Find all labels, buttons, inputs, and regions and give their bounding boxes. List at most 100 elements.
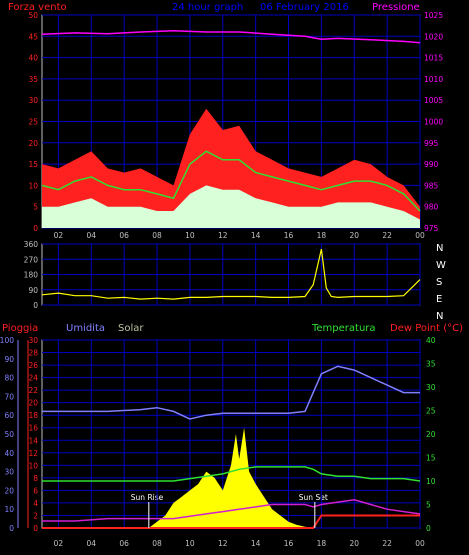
rain-tick-label: 20 (28, 399, 38, 408)
humidity-tick-label: 30 (4, 468, 14, 477)
climate-x-tick-label: 16 (284, 539, 294, 548)
wind-x-tick-label: 22 (382, 231, 392, 240)
wind-tick-label: 10 (28, 181, 38, 190)
pressure-tick-label: 975 (424, 224, 439, 233)
climate-x-tick-label: 20 (349, 539, 359, 548)
rain-tick-label: 22 (28, 386, 38, 395)
wind-tick-label: 15 (28, 160, 38, 169)
pressure-series (41, 30, 421, 44)
wind-average-series (42, 185, 420, 228)
temperature-tick-label: 40 (426, 336, 436, 345)
humidity-tick-label: 70 (4, 392, 14, 401)
pressure-tick-label: 1005 (424, 96, 443, 105)
wind-x-tick-label: 14 (251, 231, 261, 240)
rain-series (42, 514, 420, 529)
wind-x-tick-label: 06 (119, 231, 129, 240)
humidity-tick-label: 50 (4, 430, 14, 439)
humidity-label: Umidita (66, 323, 105, 334)
wind-x-tick-label: 00 (415, 231, 425, 240)
humidity-tick-label: 100 (0, 336, 14, 345)
climate-x-tick-label: 14 (251, 539, 261, 548)
climate-x-tick-label: 22 (382, 539, 392, 548)
pressure-tick-label: 1010 (424, 75, 443, 84)
climate-x-tick-label: 10 (185, 539, 195, 548)
temperature-tick-label: 20 (426, 430, 436, 439)
wind-tick-label: 45 (28, 32, 38, 41)
temperature-tick-label: 10 (426, 477, 436, 486)
compass-label: N (436, 311, 443, 322)
temperature-series (42, 466, 421, 482)
climate-x-tick-label: 18 (317, 539, 327, 548)
wind-x-tick-label: 16 (284, 231, 294, 240)
wind-direction-series (41, 248, 421, 300)
temperature-tick-label: 15 (426, 454, 436, 463)
temperature-label: Temperatura (311, 323, 376, 334)
pressure-tick-label: 985 (424, 181, 439, 190)
rain-tick-label: 0 (33, 524, 38, 533)
pressure-tick-label: 1015 (424, 54, 443, 63)
humidity-tick-label: 10 (4, 505, 14, 514)
humidity-tick-label: 90 (4, 355, 14, 364)
temperature-tick-label: 5 (426, 501, 431, 510)
pressure-tick-label: 995 (424, 139, 439, 148)
temperature-tick-label: 30 (426, 383, 436, 392)
temperature-tick-label: 35 (426, 360, 436, 369)
wind-tick-label: 0 (33, 224, 38, 233)
wind-tick-label: 20 (28, 139, 38, 148)
temperature-tick-label: 25 (426, 407, 436, 416)
wind-x-tick-label: 10 (185, 231, 195, 240)
compass-label: W (436, 260, 446, 271)
wind-tick-label: 25 (28, 118, 38, 127)
climate-x-tick-label: 06 (119, 539, 129, 548)
wind-x-tick-label: 02 (54, 231, 64, 240)
wind-x-tick-label: 04 (87, 231, 97, 240)
wind-tick-label: 50 (28, 11, 38, 20)
climate-x-tick-label: 08 (152, 539, 162, 548)
sunrise-label: Sun Rise (131, 493, 164, 502)
wind-tick-label: 35 (28, 75, 38, 84)
rain-tick-label: 6 (33, 486, 38, 495)
pressure-tick-label: 1020 (424, 32, 443, 41)
wind-x-tick-label: 08 (152, 231, 162, 240)
chart-date: 06 February 2016 (260, 2, 349, 13)
rain-tick-label: 18 (28, 411, 38, 420)
solar-label: Solar (118, 323, 144, 334)
humidity-tick-label: 80 (4, 374, 14, 383)
climate-x-tick-label: 02 (54, 539, 64, 548)
rain-tick-label: 2 (33, 511, 38, 520)
solar-series (148, 427, 314, 528)
direction-tick-label: 360 (24, 240, 39, 249)
wind-gust-average-series (41, 150, 421, 212)
humidity-tick-label: 20 (4, 486, 14, 495)
wind-tick-label: 40 (28, 54, 38, 63)
pressure-label: Pressione (372, 2, 420, 13)
rain-tick-label: 26 (28, 361, 38, 370)
sunset-label: Sun Set (299, 493, 328, 502)
compass-label: S (436, 277, 442, 288)
rain-tick-label: 12 (28, 449, 38, 458)
pressure-tick-label: 1025 (424, 11, 443, 20)
humidity-series (42, 365, 420, 420)
climate-x-tick-label: 00 (415, 539, 425, 548)
climate-x-tick-label: 12 (218, 539, 228, 548)
wind-tick-label: 30 (28, 96, 38, 105)
compass-label: N (436, 243, 443, 254)
pressure-tick-label: 990 (424, 160, 439, 169)
rain-tick-label: 30 (28, 336, 38, 345)
wind-x-tick-label: 20 (349, 231, 359, 240)
wind-speed-series (42, 108, 420, 228)
pressure-tick-label: 980 (424, 203, 439, 212)
temperature-tick-label: 0 (426, 524, 431, 533)
humidity-tick-label: 0 (9, 524, 14, 533)
pressure-tick-label: 1000 (424, 118, 443, 127)
rain-tick-label: 24 (28, 374, 38, 383)
rain-tick-label: 8 (33, 474, 38, 483)
direction-tick-label: 90 (28, 286, 38, 295)
wind-x-tick-label: 12 (218, 231, 228, 240)
direction-tick-label: 0 (33, 301, 38, 310)
rain-tick-label: 4 (33, 499, 38, 508)
wind-x-tick-label: 18 (317, 231, 327, 240)
climate-x-tick-label: 04 (87, 539, 97, 548)
direction-tick-label: 270 (24, 255, 39, 264)
